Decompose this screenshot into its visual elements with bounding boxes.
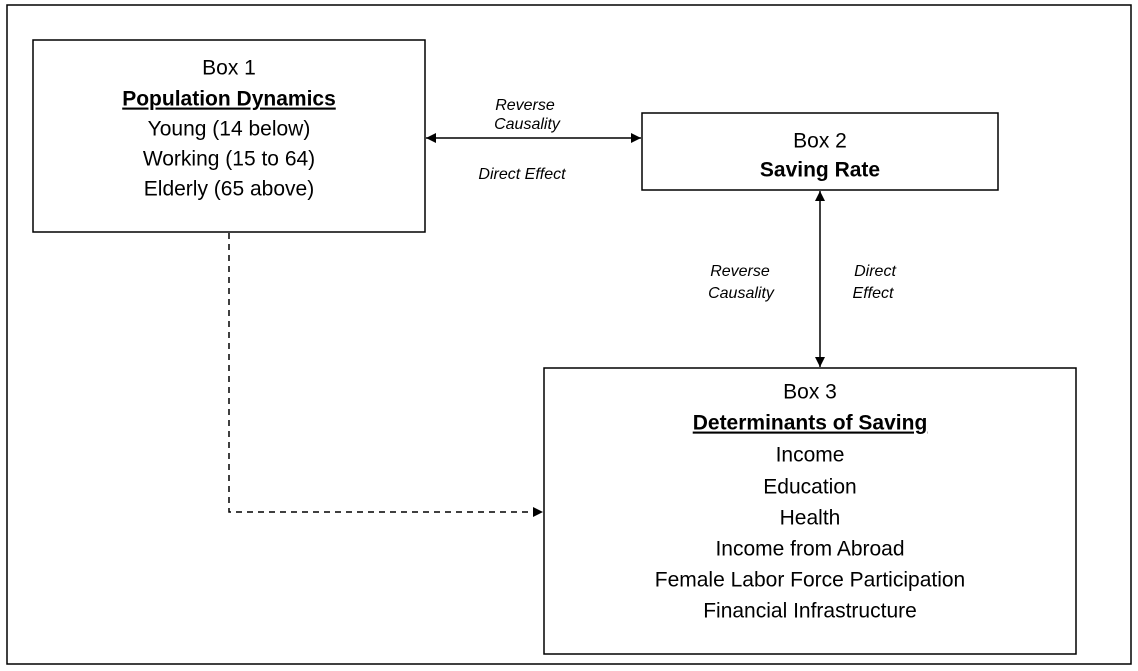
texts: Box 1 Population Dynamics Young (14 belo…: [122, 57, 965, 623]
edge-label: Direct: [854, 263, 896, 280]
box-title: Saving Rate: [760, 159, 880, 182]
dashed-arrow-box1-box3: [228, 233, 543, 517]
edge-label: Causality: [494, 116, 561, 133]
edge-label: Effect: [853, 285, 894, 302]
box-item: Working (15 to 64): [143, 148, 315, 171]
box-label: Box 3: [783, 381, 837, 404]
edge-label: Direct Effect: [478, 166, 566, 183]
box-title: Population Dynamics: [122, 88, 336, 111]
box-item: Young (14 below): [148, 118, 311, 141]
box-item: Education: [763, 476, 856, 499]
edge-label: Causality: [708, 285, 775, 302]
box-item: Income: [776, 444, 845, 467]
box-2: [641, 112, 999, 191]
box-item: Income from Abroad: [715, 538, 904, 561]
edge-label: Reverse: [710, 263, 770, 280]
box-item: Elderly (65 above): [144, 178, 314, 201]
box-item: Financial Infrastructure: [703, 600, 917, 623]
box-3: [543, 367, 1077, 655]
box-item: Health: [780, 507, 841, 530]
box-item: Female Labor Force Participation: [655, 569, 965, 592]
edge-label: Reverse: [495, 97, 555, 114]
box-title: Determinants of Saving: [693, 412, 928, 435]
box-1: [32, 39, 426, 233]
box-label: Box 1: [202, 57, 256, 80]
box-label: Box 2: [793, 130, 847, 153]
